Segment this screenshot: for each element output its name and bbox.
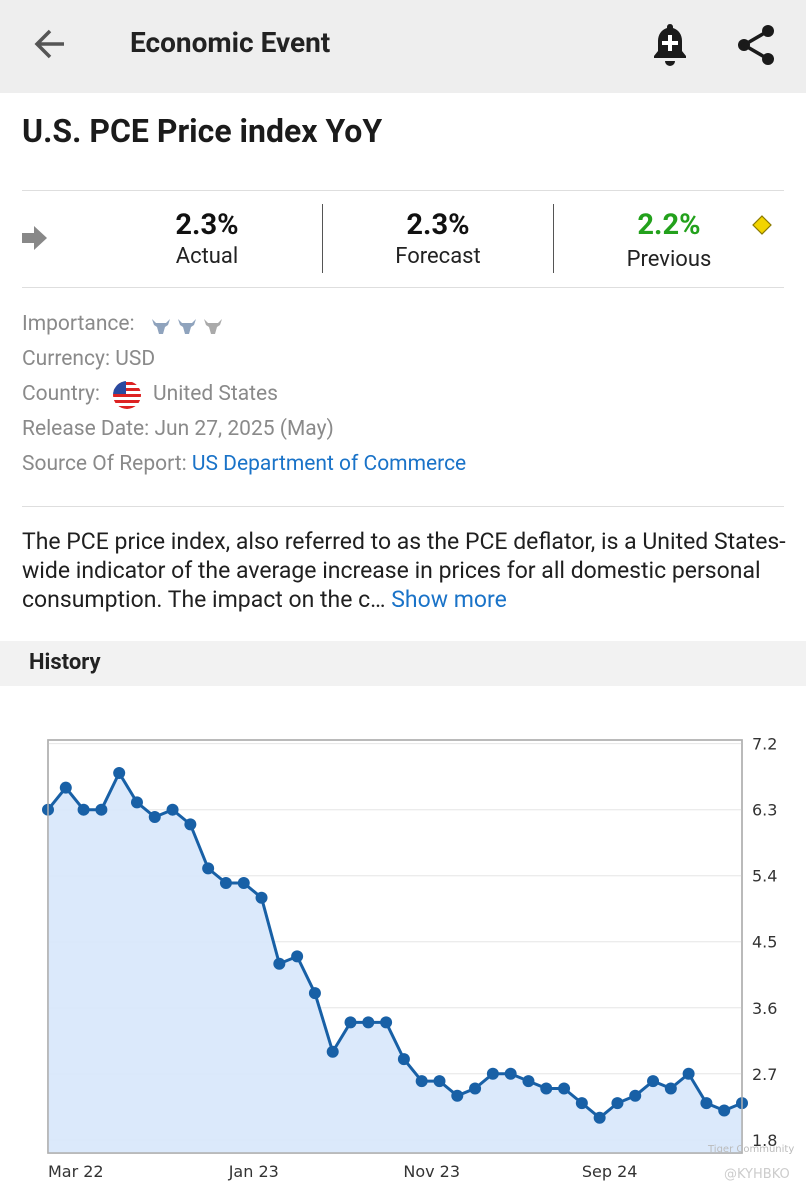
section-title: History <box>29 650 101 675</box>
point <box>718 1104 731 1117</box>
point <box>202 862 215 875</box>
actual-label: Actual <box>175 244 239 269</box>
y-tick-label: 1.8 <box>752 1131 777 1150</box>
point <box>362 1016 375 1029</box>
point <box>308 987 321 1000</box>
point <box>166 803 179 816</box>
point <box>558 1082 571 1095</box>
share-button[interactable] <box>734 22 780 68</box>
alert-button[interactable] <box>646 20 694 70</box>
point <box>273 957 286 970</box>
importance-icons <box>152 319 222 334</box>
point <box>95 803 108 816</box>
divider <box>22 287 784 288</box>
release-value: Jun 27, 2025 (May) <box>154 417 334 441</box>
x-tick-label: Mar 22 <box>48 1162 104 1181</box>
point <box>469 1082 482 1095</box>
point <box>237 877 250 890</box>
revision-marker <box>752 215 772 235</box>
divider <box>22 190 784 191</box>
show-more[interactable]: Show more <box>391 586 507 613</box>
release-label: Release Date: <box>22 417 150 441</box>
point <box>593 1111 606 1124</box>
plot-border <box>47 739 743 1154</box>
point <box>77 803 90 816</box>
forecast-label: Forecast <box>395 244 481 269</box>
country-label: Country: <box>22 382 101 406</box>
watermark: Tiger Community <box>707 1144 794 1155</box>
watermark: @KYHBKO <box>724 1167 790 1182</box>
point <box>255 891 268 904</box>
point <box>291 950 304 963</box>
currency-value: USD <box>115 347 156 371</box>
actual-value: 2.3% <box>175 208 239 242</box>
source-link[interactable]: US Department of Commerce <box>191 452 467 476</box>
point <box>344 1016 357 1029</box>
point <box>326 1045 339 1058</box>
point <box>611 1097 624 1110</box>
y-tick-label: 6.3 <box>752 801 777 820</box>
back-button[interactable] <box>30 24 70 64</box>
point <box>629 1089 642 1102</box>
x-tick-label: Jan 23 <box>228 1162 279 1181</box>
screen-title: Economic Event <box>130 26 331 59</box>
point <box>486 1067 499 1080</box>
point <box>130 796 143 809</box>
y-tick-label: 4.5 <box>752 933 777 952</box>
point <box>219 877 232 890</box>
point <box>380 1016 393 1029</box>
point <box>682 1067 695 1080</box>
point <box>647 1075 660 1088</box>
line <box>46 769 743 1120</box>
trend-arrow <box>22 226 47 250</box>
event-title: U.S. PCE Price index YoY <box>22 112 383 150</box>
x-tick-label: Sep 24 <box>582 1162 638 1181</box>
source-label: Source Of Report: <box>22 452 187 476</box>
previous-value: 2.2% <box>637 208 701 242</box>
point <box>522 1075 535 1088</box>
y-tick-label: 2.7 <box>752 1065 777 1084</box>
separator <box>322 204 323 273</box>
point <box>415 1075 428 1088</box>
point <box>184 818 197 831</box>
forecast-value: 2.3% <box>406 208 470 242</box>
point <box>148 811 161 824</box>
point <box>433 1075 446 1088</box>
divider <box>22 506 784 507</box>
y-tick-label: 3.6 <box>752 999 777 1018</box>
point <box>397 1053 410 1066</box>
country-value: United States <box>153 382 278 406</box>
history-chart: 1.8 2.7 3.6 4.5 5.4 6.3 7.2 Mar 22 Jan 23 Nov 23 S… <box>42 735 794 1182</box>
point <box>504 1067 517 1080</box>
currency-label: Currency: <box>22 347 111 371</box>
area <box>48 773 742 1153</box>
y-tick-label: 5.4 <box>752 867 777 886</box>
point <box>700 1097 713 1110</box>
description: The PCE price index, also referred to as… <box>22 528 786 613</box>
point <box>664 1082 677 1095</box>
point <box>540 1082 553 1095</box>
section-band <box>0 641 806 686</box>
point <box>451 1089 464 1102</box>
point <box>59 781 72 794</box>
point <box>113 767 126 780</box>
importance-label: Importance: <box>22 312 135 336</box>
separator <box>553 204 554 273</box>
us-flag <box>113 381 141 409</box>
y-tick-label: 7.2 <box>752 735 777 754</box>
x-tick-label: Nov 23 <box>403 1162 460 1181</box>
previous-label: Previous <box>626 247 712 272</box>
point <box>575 1097 588 1110</box>
